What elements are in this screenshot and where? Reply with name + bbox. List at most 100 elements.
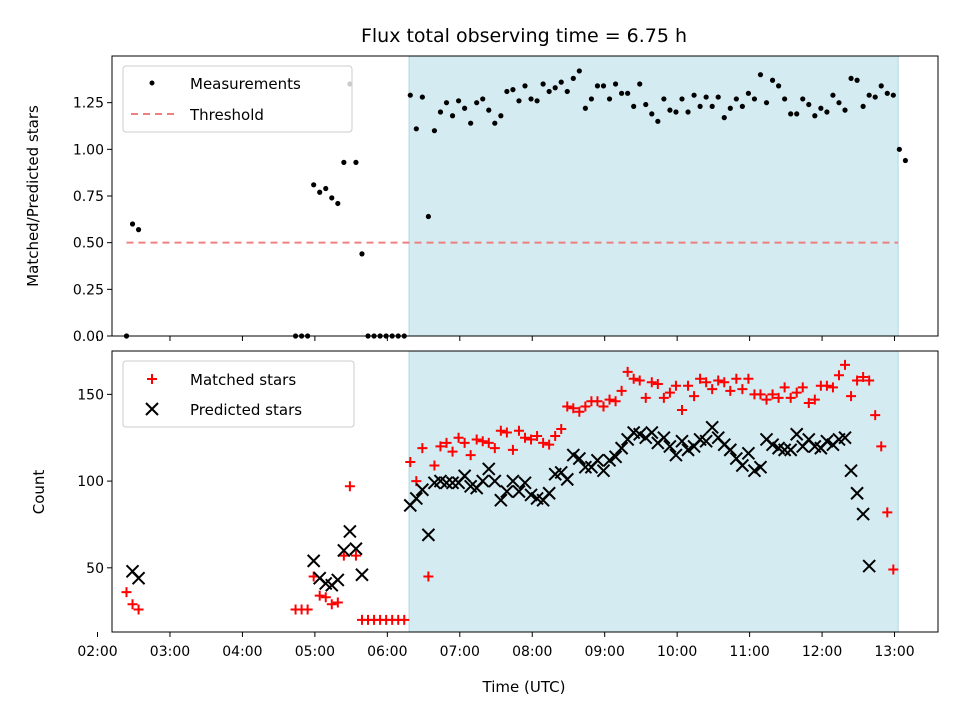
predicted-point	[614, 441, 629, 455]
measurement-point	[721, 115, 727, 121]
measurement-point	[842, 107, 848, 113]
matched-point	[610, 396, 621, 407]
predicted-point	[306, 554, 321, 568]
measurement-point	[474, 100, 480, 106]
measurement-point	[600, 83, 607, 89]
matched-point	[652, 378, 663, 389]
measurement-point	[625, 90, 631, 96]
measurement-point	[564, 88, 570, 95]
matched-point	[417, 443, 428, 454]
predicted-point	[518, 476, 532, 490]
matched-point	[435, 441, 446, 452]
matched-point	[556, 424, 567, 435]
measurement-point	[468, 120, 474, 126]
matched-point	[876, 441, 887, 452]
matched-point	[695, 373, 706, 384]
x-tick-label: 07:00	[440, 644, 480, 660]
measurement-point	[649, 111, 655, 117]
measurement-point	[612, 81, 619, 87]
measurement-point	[129, 221, 136, 227]
predicted-point	[439, 476, 454, 490]
predicted-point	[777, 443, 792, 457]
legend-predicted-label: Predicted stars	[190, 401, 302, 419]
measurement-point	[462, 105, 468, 111]
matched-point	[840, 359, 851, 370]
measurement-point	[667, 107, 673, 113]
x-tick-label: 02:00	[77, 644, 117, 660]
matched-point	[471, 434, 482, 445]
top-series-measurements	[123, 68, 908, 339]
predicted-point	[681, 443, 695, 457]
bottom-observing-window	[408, 350, 899, 633]
predicted-point	[747, 463, 762, 478]
matched-point	[495, 425, 506, 436]
bottom-legend: Matched stars Predicted stars	[122, 360, 355, 428]
matched-point	[737, 384, 748, 395]
matched-point	[852, 375, 863, 386]
measurement-point	[685, 109, 691, 115]
measurement-point	[492, 120, 498, 126]
top-y-tick-label: 1.25	[73, 96, 104, 112]
matched-point	[550, 430, 561, 441]
matched-point	[743, 373, 754, 384]
measurement-point	[311, 182, 317, 188]
measurement-point	[697, 103, 703, 109]
predicted-point	[669, 448, 683, 462]
matched-point	[399, 614, 410, 625]
matched-point	[634, 375, 645, 386]
top-panel: 0.00 0.25 0.50 0.75 1.00 1.25 Matched/Predict…	[24, 55, 939, 345]
bottom-plot-frame	[111, 350, 939, 633]
top-y-axis: 0.00 0.25 0.50 0.75 1.00 1.25	[73, 96, 112, 345]
matched-point	[821, 380, 832, 391]
measurement-point	[516, 98, 522, 104]
matched-point	[598, 401, 609, 412]
legend-predicted-marker	[145, 402, 159, 416]
matched-point	[314, 590, 325, 601]
matched-point	[338, 550, 349, 561]
legend-matched-label: Matched stars	[190, 371, 296, 389]
predicted-point	[783, 443, 798, 457]
matched-point	[731, 373, 742, 384]
predicted-point	[457, 469, 472, 483]
matched-point	[864, 375, 875, 386]
matched-point	[689, 391, 700, 402]
matched-point	[332, 597, 343, 608]
matched-point	[785, 392, 796, 403]
measurement-point	[745, 90, 752, 96]
bottom-legend-box	[122, 360, 355, 428]
predicted-point	[608, 450, 623, 464]
matched-point	[580, 401, 591, 412]
measurement-point	[540, 81, 546, 87]
matched-point	[507, 444, 518, 455]
matched-point	[670, 380, 681, 391]
matched-point	[628, 373, 639, 384]
matched-point	[302, 604, 313, 615]
matched-point	[676, 404, 687, 415]
matched-point	[888, 564, 899, 575]
matched-point	[447, 446, 458, 457]
measurement-point	[860, 103, 866, 109]
predicted-point	[343, 524, 357, 539]
matched-point	[562, 401, 573, 412]
measurement-point	[504, 88, 510, 95]
predicted-point	[506, 474, 520, 488]
matched-point	[441, 437, 452, 448]
measurement-point	[902, 157, 908, 164]
predicted-point	[349, 542, 363, 556]
predicted-point	[566, 448, 581, 462]
measurement-point	[329, 195, 335, 201]
matched-point	[423, 571, 434, 582]
measurement-point	[812, 113, 818, 119]
measurement-point	[751, 96, 758, 102]
matched-point	[773, 392, 784, 403]
predicted-point	[850, 486, 864, 500]
matched-point	[882, 507, 893, 518]
top-y-tick-label: 0.50	[73, 236, 104, 252]
predicted-point	[844, 463, 858, 478]
measurement-point	[715, 94, 721, 100]
predicted-point	[512, 484, 526, 499]
measurement-point	[878, 83, 884, 89]
matched-point	[664, 387, 675, 398]
matched-point	[350, 550, 361, 561]
measurement-point	[335, 200, 341, 207]
